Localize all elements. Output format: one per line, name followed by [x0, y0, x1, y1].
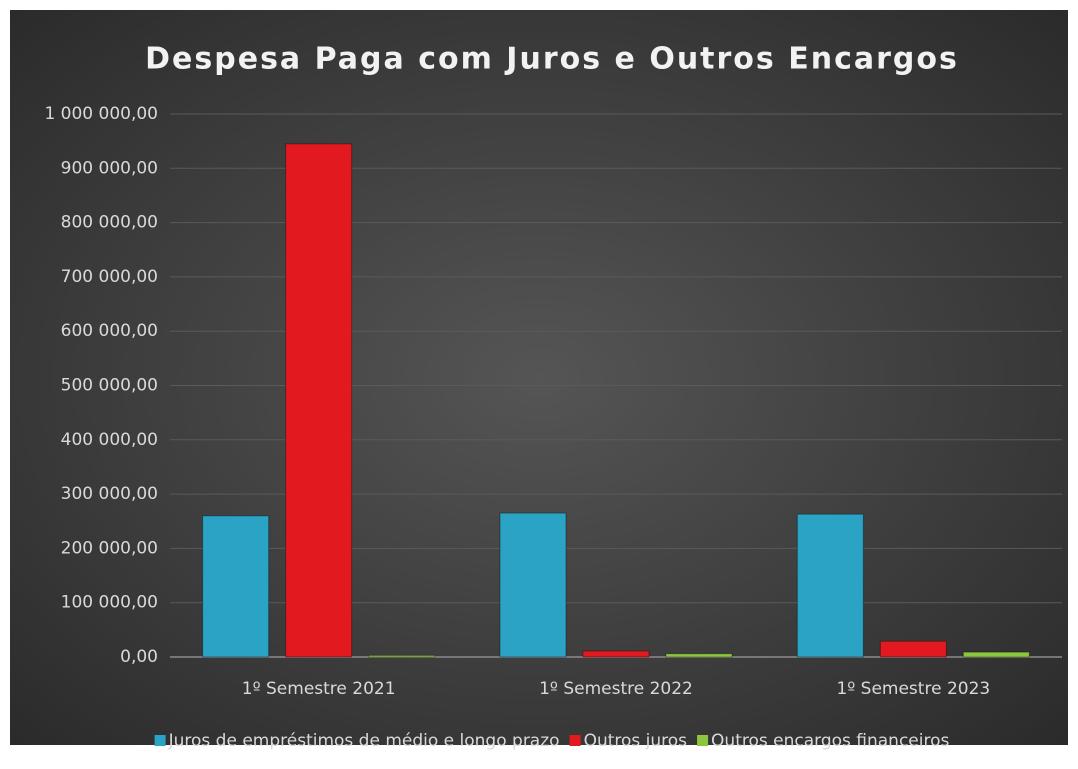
- y-tick-label: 600 000,00: [61, 321, 158, 341]
- legend-label: Outros juros: [584, 731, 688, 751]
- bar: [879, 640, 947, 658]
- y-tick-label: 300 000,00: [61, 484, 158, 504]
- y-tick-label: 900 000,00: [61, 158, 158, 178]
- bar: [582, 650, 650, 658]
- y-tick-label: 100 000,00: [61, 593, 158, 613]
- legend-marker: [569, 735, 581, 746]
- legend-marker: [154, 735, 166, 746]
- y-tick-label: 500 000,00: [61, 376, 158, 396]
- bar: [285, 143, 353, 658]
- bar: [368, 654, 436, 658]
- y-tick-label: 800 000,00: [61, 213, 158, 233]
- y-tick-label: 0,00: [120, 647, 158, 667]
- y-tick-label: 200 000,00: [61, 538, 158, 558]
- legend-marker: [697, 735, 709, 746]
- x-tick-label: 1º Semestre 2021: [242, 679, 396, 699]
- bar: [202, 515, 270, 658]
- y-tick-label: 1 000 000,00: [44, 104, 158, 124]
- y-tick-label: 700 000,00: [61, 267, 158, 287]
- bar: [796, 513, 864, 658]
- x-tick-label: 1º Semestre 2022: [539, 679, 693, 699]
- chart-title: Despesa Paga com Juros e Outros Encargos: [145, 42, 959, 77]
- bar: [665, 653, 733, 658]
- bar: [962, 651, 1030, 658]
- legend-label: Outros encargos financeiros: [711, 731, 949, 751]
- x-tick-label: 1º Semestre 2023: [836, 679, 990, 699]
- legend-label: Juros de empréstimos de médio e longo pr…: [168, 731, 560, 751]
- bar: [499, 512, 567, 658]
- y-tick-label: 400 000,00: [61, 430, 158, 450]
